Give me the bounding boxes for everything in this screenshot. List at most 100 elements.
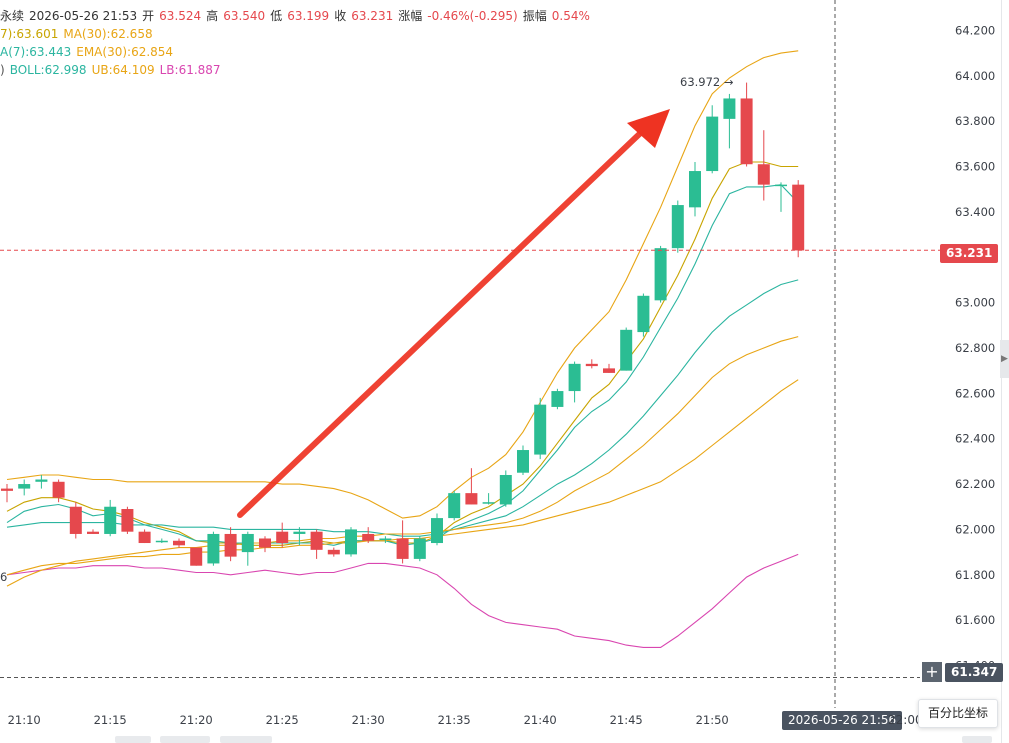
line-ub xyxy=(6,50,799,519)
candle-up xyxy=(499,474,512,505)
legend-item: LB:61.887 xyxy=(159,63,221,77)
ohlc-legend: 永续 2026-05-26 21:53 开 63.524 高 63.540 低 63.199 收… xyxy=(0,8,595,25)
ema-legend: A(7):63.443 EMA(30):62.854 xyxy=(0,44,178,61)
y-tick-label: 62.200 xyxy=(955,477,995,491)
candle-down xyxy=(190,547,203,566)
y-tick-label: 62.000 xyxy=(955,522,995,536)
x-tick-label: 21:40 xyxy=(524,713,557,727)
candle-down xyxy=(259,538,271,548)
bottom-tab-4[interactable] xyxy=(962,736,992,743)
candle-up xyxy=(413,538,426,559)
candle-up xyxy=(482,502,495,504)
candle-down xyxy=(757,164,770,185)
legend-item: 永续 xyxy=(0,9,25,23)
legend-item: -0.46%(-0.295) xyxy=(427,9,518,23)
candle-up xyxy=(379,538,392,540)
candle-up xyxy=(637,295,650,333)
candle-up xyxy=(568,363,581,392)
y-tick-label: 63.800 xyxy=(955,114,995,128)
legend-item: 收 xyxy=(334,9,347,23)
y-tick-label: 61.600 xyxy=(955,613,995,627)
add-alert-button[interactable]: + xyxy=(922,662,942,682)
candle-up xyxy=(35,479,48,482)
y-tick-label: 62.400 xyxy=(955,432,995,446)
candle-down xyxy=(276,531,289,544)
candle-up xyxy=(104,506,117,534)
bottom-tab-1[interactable] xyxy=(115,736,151,743)
y-tick-label: 63.600 xyxy=(955,160,995,174)
ma-legend: 7):63.601 MA(30):62.658 xyxy=(0,26,158,43)
legend-item: 63.524 xyxy=(159,9,202,23)
y-tick-label: 64.000 xyxy=(955,69,995,83)
legend-item: 低 xyxy=(270,9,283,23)
candle-up xyxy=(241,533,254,553)
bottom-tab-2[interactable] xyxy=(160,736,210,743)
candle-down xyxy=(396,538,409,559)
candle-down xyxy=(792,184,805,251)
legend-item: 63.540 xyxy=(223,9,266,23)
chart-overlay: 63.972 → 6 xyxy=(0,0,940,708)
candle-down xyxy=(69,506,82,534)
left-edge-label: 6 xyxy=(0,570,7,584)
candle-up xyxy=(18,484,31,489)
legend-item: EMA(30):62.854 xyxy=(76,45,174,59)
x-tick-label: 21:50 xyxy=(696,713,729,727)
collapse-panel-handle[interactable]: ▶ xyxy=(1000,340,1009,378)
x-tick-label: 21:35 xyxy=(438,713,471,727)
candle-up xyxy=(671,205,684,249)
y-tick-label: 63.000 xyxy=(955,296,995,310)
candle-down xyxy=(138,531,151,544)
candle-up xyxy=(706,116,719,172)
candles xyxy=(1,82,805,566)
candle-up xyxy=(448,493,461,519)
candle-up xyxy=(534,404,547,455)
high-price-label: 63.972 → xyxy=(680,75,734,89)
x-tick-label: 21:10 xyxy=(8,713,41,727)
x-tick-label: 21:30 xyxy=(352,713,385,727)
candle-up xyxy=(775,184,787,187)
candle-up xyxy=(723,98,736,119)
candle-down xyxy=(121,509,134,532)
x-axis: 21:10 21:15 21:20 21:25 21:30 21:35 21:40 21:45… xyxy=(8,713,729,727)
candle-down xyxy=(87,531,99,534)
legend-item: 高 xyxy=(206,9,219,23)
legend-item: ) xyxy=(0,63,5,77)
legend-item: 开 xyxy=(142,9,155,23)
candle-up xyxy=(517,450,529,473)
percent-coordinate-button[interactable]: 百分比坐标 xyxy=(918,699,998,728)
legend-item: UB:64.109 xyxy=(91,63,155,77)
legend-item: MA(30):62.658 xyxy=(63,27,153,41)
x-tick-label: 21:45 xyxy=(610,713,643,727)
candle-down xyxy=(603,368,615,373)
candle-down xyxy=(362,533,375,541)
bottom-tab-3[interactable] xyxy=(220,736,272,743)
candle-up xyxy=(689,171,701,208)
boll-legend: ) BOLL:62.998 UB:64.109 LB:61.887 xyxy=(0,62,226,79)
y-tick-label: 62.800 xyxy=(955,341,995,355)
candle-down xyxy=(310,531,323,550)
legend-item: 7):63.601 xyxy=(0,27,59,41)
candle-down xyxy=(1,488,13,491)
cursor-time-badge: 2026-05-26 21:56 xyxy=(782,711,903,730)
y-axis: 61.40061.60061.80062.00062.20062.40062.6… xyxy=(955,23,995,672)
next-time-tick: 22:00 xyxy=(888,713,923,727)
candle-up xyxy=(620,329,633,371)
candle-up xyxy=(293,531,306,534)
candle-up xyxy=(207,533,220,564)
legend-item: 涨幅 xyxy=(398,9,423,23)
candle-up xyxy=(654,248,667,301)
candle-down xyxy=(585,363,598,367)
legend-item: 0.54% xyxy=(551,9,590,23)
last-price-badge: 63.231 xyxy=(940,244,999,263)
x-tick-label: 21:25 xyxy=(266,713,299,727)
x-tick-label: 21:20 xyxy=(180,713,213,727)
candle-down xyxy=(327,549,340,555)
legend-item: 振幅 xyxy=(522,9,547,23)
y-tick-label: 64.200 xyxy=(955,23,995,37)
legend-item: 63.199 xyxy=(287,9,330,23)
line-lb xyxy=(6,553,799,648)
candle-down xyxy=(224,533,237,557)
cursor-price-badge: 61.347 xyxy=(945,663,1004,682)
candle-down xyxy=(740,98,753,165)
